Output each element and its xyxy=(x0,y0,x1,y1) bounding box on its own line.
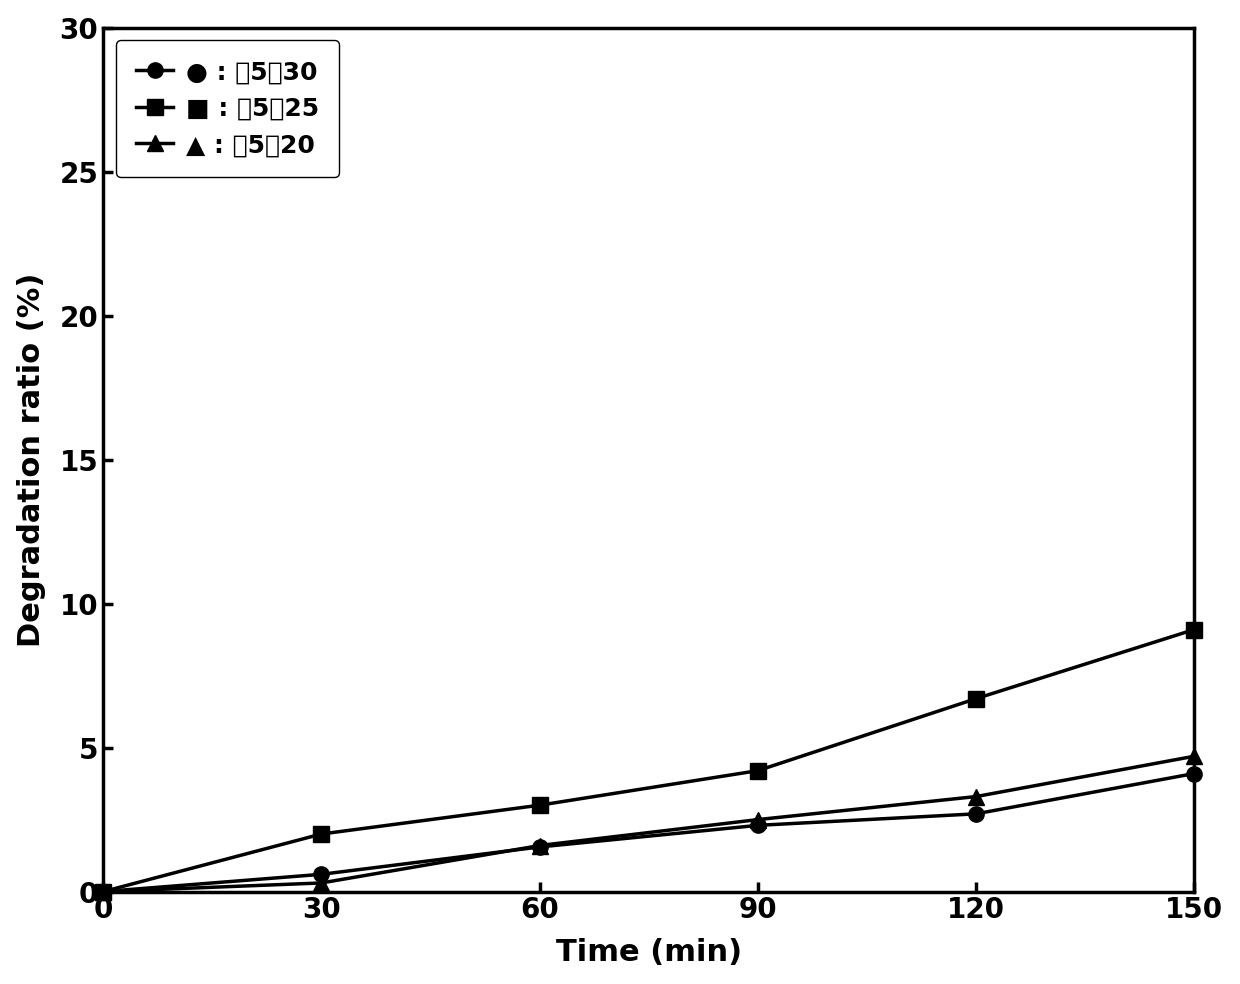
Y-axis label: Degradation ratio (%): Degradation ratio (%) xyxy=(16,273,46,646)
X-axis label: Time (min): Time (min) xyxy=(556,939,742,967)
Legend: ● : 欵5者30, ■ : 欵5者25, ▲ : 欵5者20: ● : 欵5者30, ■ : 欵5者25, ▲ : 欵5者20 xyxy=(115,40,339,177)
